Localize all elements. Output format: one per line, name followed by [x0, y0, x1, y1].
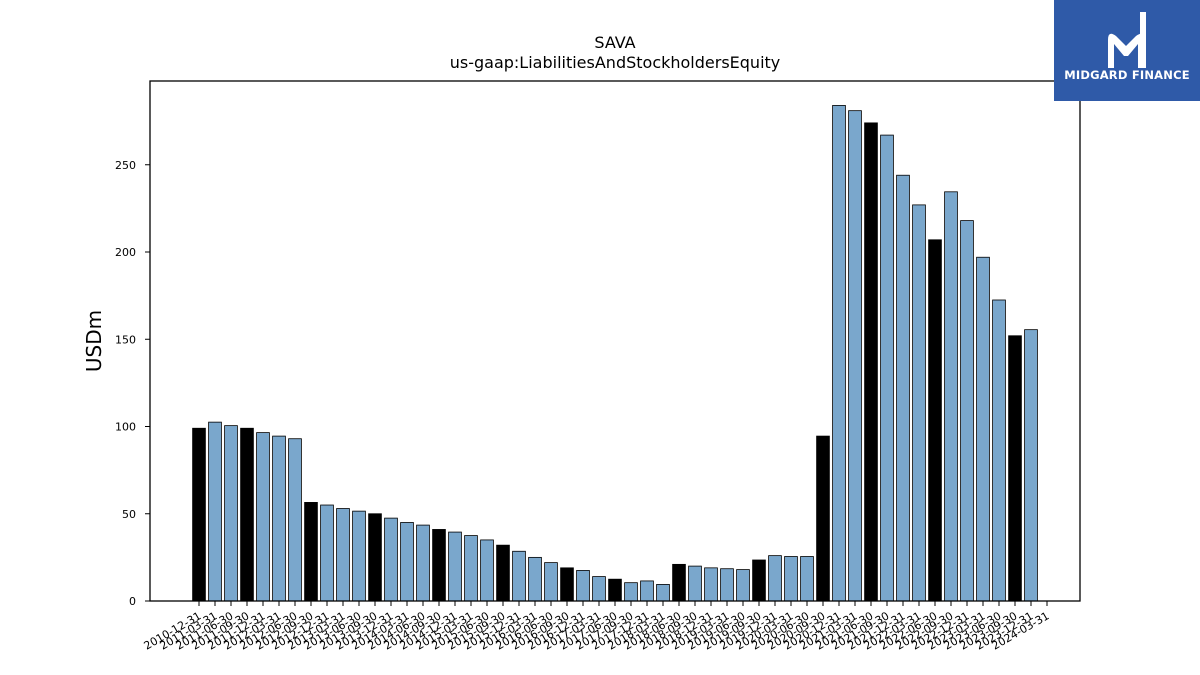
midgard-finance-logo: MIDGARD FINANCE: [1054, 0, 1200, 101]
bar: [960, 220, 974, 602]
bar: [880, 134, 894, 602]
bar: [752, 559, 766, 602]
bar: [928, 239, 942, 602]
bar: [560, 567, 574, 602]
bar: [768, 555, 782, 602]
chart-title: SAVA: [594, 33, 635, 52]
bar: [912, 204, 926, 602]
bar: [384, 517, 398, 602]
bar: [592, 576, 606, 602]
bar: [224, 425, 238, 602]
bar: [672, 563, 686, 602]
bar: [688, 565, 702, 602]
plot-frame: [149, 80, 1081, 602]
bar: [432, 529, 446, 602]
bar: [400, 522, 414, 602]
y-tick-label: 200: [115, 246, 136, 259]
bar: [992, 299, 1006, 602]
bar: [944, 191, 958, 602]
bar: [288, 438, 302, 602]
bar: [816, 435, 830, 602]
bar: [192, 427, 206, 602]
bar: [320, 504, 334, 602]
bar: [656, 584, 670, 602]
y-tick-label: 0: [129, 595, 136, 608]
bar: [640, 580, 654, 602]
bar: [976, 256, 990, 602]
bar: [240, 427, 254, 602]
bar: [848, 110, 862, 602]
bar: [624, 582, 638, 602]
logo-text: MIDGARD FINANCE: [1064, 68, 1190, 82]
bar: [736, 569, 750, 602]
bar: [896, 174, 910, 602]
bars-group: [192, 105, 1038, 602]
bar: [864, 122, 878, 602]
bar: [528, 556, 542, 602]
bar: [352, 510, 366, 602]
bar: [544, 562, 558, 602]
bar: [464, 535, 478, 602]
y-tick-label: 50: [122, 508, 136, 521]
y-tick-label: 100: [115, 421, 136, 434]
y-axis-label: USDm: [82, 310, 106, 372]
y-tick-label: 250: [115, 159, 136, 172]
bar: [1024, 329, 1038, 602]
bar: [272, 435, 286, 602]
bar: [832, 105, 846, 602]
bar: [784, 556, 798, 602]
midgard-logo-icon: [1108, 12, 1146, 68]
bar: [448, 531, 462, 602]
x-axis-ticks: 2010-12-312011-03-312011-06-302011-09-30…: [142, 601, 1052, 653]
bar: [208, 421, 222, 602]
bar: [496, 544, 510, 602]
y-axis-ticks: 0 50 100 150 200 250: [115, 159, 150, 608]
bar: [368, 513, 382, 602]
bar: [576, 570, 590, 602]
bar: [416, 524, 430, 602]
bar: [256, 432, 270, 602]
bar: [704, 567, 718, 602]
bar: [720, 568, 734, 602]
y-tick-label: 150: [115, 333, 136, 346]
bar: [304, 502, 318, 602]
bar: [480, 539, 494, 602]
bar: [1008, 335, 1022, 602]
bar: [336, 508, 350, 602]
bar: [512, 550, 526, 602]
chart-subtitle: us-gaap:LiabilitiesAndStockholdersEquity: [450, 53, 781, 72]
bar: [800, 556, 814, 602]
bar: [608, 578, 622, 602]
